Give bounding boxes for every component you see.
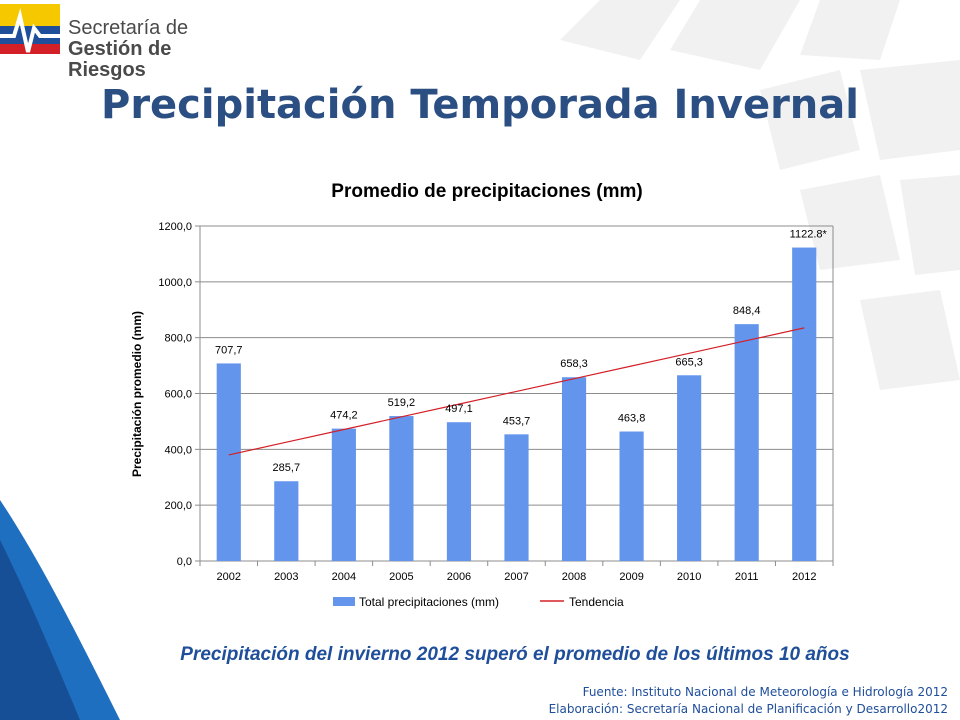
trend-line (228, 327, 805, 456)
legend-label-trend: Tendencia (569, 595, 624, 609)
y-axis-ticks: 0,0 200,0 400,0 600,0 800,0 1000,0 1200,0 (158, 221, 200, 568)
x-tick-label: 2003 (274, 571, 298, 583)
x-tick-label: 2011 (735, 571, 759, 583)
bar-value-label: 658,3 (560, 358, 588, 370)
x-tick-label: 2008 (562, 571, 586, 583)
chart-bars (216, 247, 817, 561)
x-tick-label: 2006 (447, 571, 471, 583)
elaboration-line: Elaboración: Secretaría Nacional de Plan… (548, 702, 948, 716)
bar (389, 416, 414, 561)
bar (561, 377, 587, 561)
bar-value-label: 707,7 (215, 344, 243, 356)
chart-trendline (228, 327, 805, 456)
y-tick-label: 400,0 (164, 444, 192, 456)
x-tick-label: 2005 (389, 571, 413, 583)
x-tick-label: 2012 (792, 571, 816, 583)
x-tick-label: 2004 (332, 571, 356, 583)
logo: Secretaría de Gestión de Riesgos (0, 0, 230, 81)
legend-swatch-bars (333, 597, 355, 606)
bar (677, 375, 702, 561)
bar-value-label: 519,2 (388, 397, 416, 409)
x-axis-ticks: 2002 2003 2004 2005 2006 2007 2008 2009 2010 2011… (199, 561, 834, 583)
x-tick-label: 2007 (504, 571, 528, 583)
bar (274, 481, 299, 561)
y-tick-label: 1200,0 (158, 221, 192, 233)
bar (446, 422, 472, 561)
bar (331, 428, 356, 561)
chart-legend: Total precipitaciones (mm) Tendencia (333, 595, 624, 609)
bar (216, 363, 241, 561)
legend-label-bars: Total precipitaciones (mm) (359, 595, 499, 609)
x-tick-label: 2010 (677, 571, 701, 583)
y-tick-label: 800,0 (164, 333, 192, 345)
y-tick-label: 600,0 (164, 389, 192, 401)
bar-value-label: 1122.8* (790, 229, 828, 241)
bar-value-label: 285,7 (273, 462, 301, 474)
bar-value-label: 848,4 (733, 305, 761, 317)
bar-value-label: 497,1 (445, 403, 473, 415)
bar-value-label: 665,3 (675, 356, 703, 368)
bar-value-label: 474,2 (330, 410, 358, 422)
y-tick-label: 1000,0 (158, 277, 192, 289)
slide-title: Precipitación Temporada Invernal (101, 82, 859, 128)
bar (619, 431, 644, 561)
y-axis-label: Precipitación promedio (mm) (130, 311, 144, 477)
slide-subtitle: Precipitación del invierno 2012 superó e… (180, 644, 850, 665)
logo-line2: Gestión de Riesgos (68, 38, 172, 81)
chart-title: Promedio de precipitaciones (mm) (331, 181, 642, 202)
x-tick-label: 2002 (217, 571, 241, 583)
bar-value-label: 463,8 (618, 413, 646, 425)
bar (734, 324, 759, 561)
x-tick-label: 2009 (619, 571, 643, 583)
bar (792, 247, 817, 561)
source-note: Fuente: Instituto Nacional de Meteorolog… (549, 684, 948, 718)
logo-mark-icon (0, 4, 60, 54)
logo-line1: Secretaría de (68, 17, 189, 39)
source-line: Fuente: Instituto Nacional de Meteorolog… (582, 685, 948, 699)
bar (504, 434, 529, 561)
bar-data-labels: 707,7 285,7 474,2 519,2 497,1 453,7 658,3 463,8… (215, 229, 827, 475)
y-tick-label: 0,0 (177, 556, 192, 568)
bar-value-label: 453,7 (503, 415, 531, 427)
y-tick-label: 200,0 (164, 500, 192, 512)
